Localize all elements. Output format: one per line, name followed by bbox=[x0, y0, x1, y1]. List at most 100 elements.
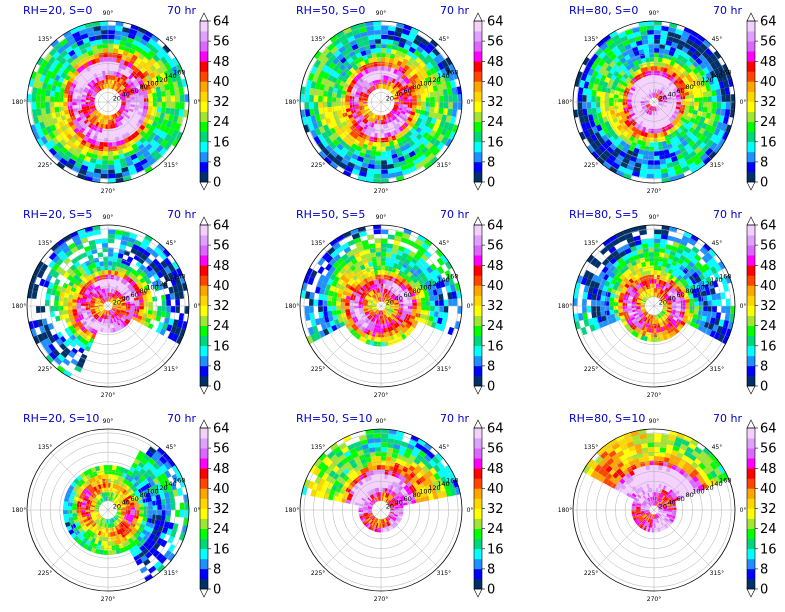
field-cell bbox=[88, 133, 95, 140]
field-cell bbox=[163, 126, 171, 134]
field-cell bbox=[36, 57, 45, 66]
field-cell bbox=[128, 91, 134, 96]
field-cell bbox=[156, 67, 164, 75]
field-cell bbox=[132, 89, 139, 95]
colorbar-segment bbox=[474, 345, 482, 357]
field-cell bbox=[108, 75, 111, 80]
field-cell bbox=[438, 293, 444, 301]
field-cell bbox=[113, 85, 117, 91]
field-cell bbox=[174, 122, 182, 132]
field-cell bbox=[582, 94, 587, 102]
colorbar-segment bbox=[200, 151, 208, 163]
radial-tick-label: 20 bbox=[659, 94, 667, 102]
field-cell bbox=[68, 147, 76, 155]
field-cell bbox=[658, 150, 665, 156]
field-cell bbox=[103, 256, 108, 262]
field-cell bbox=[340, 102, 346, 106]
field-cell bbox=[121, 166, 129, 173]
field-cell bbox=[90, 124, 96, 130]
field-cell bbox=[115, 112, 120, 117]
field-cell bbox=[37, 129, 45, 139]
field-cell bbox=[430, 96, 435, 102]
field-cell bbox=[164, 62, 172, 71]
field-cell bbox=[139, 102, 144, 106]
field-cell bbox=[100, 169, 108, 174]
colorbar-segment bbox=[200, 235, 208, 246]
field-cell bbox=[349, 302, 355, 306]
field-cell bbox=[101, 238, 108, 244]
field-cell bbox=[116, 117, 121, 122]
field-cell bbox=[304, 306, 310, 314]
angle-tick-label: 180° bbox=[12, 303, 26, 310]
field-cell bbox=[112, 141, 117, 147]
field-cell bbox=[153, 81, 160, 88]
field-cell bbox=[84, 141, 91, 148]
field-cell bbox=[145, 154, 154, 162]
field-cell bbox=[412, 98, 417, 102]
field-cell bbox=[90, 95, 96, 99]
field-cell bbox=[56, 116, 63, 123]
field-cell bbox=[104, 61, 108, 67]
field-cell bbox=[152, 296, 158, 302]
colorbar-tick-label: 16 bbox=[213, 135, 230, 150]
field-cell bbox=[105, 75, 108, 80]
field-cell bbox=[174, 88, 180, 96]
field-cell bbox=[37, 115, 44, 123]
field-cell bbox=[54, 306, 59, 312]
field-cell bbox=[78, 143, 85, 150]
field-cell bbox=[60, 72, 67, 79]
field-cell bbox=[54, 91, 60, 98]
field-cell bbox=[331, 310, 337, 316]
field-cell bbox=[85, 105, 91, 109]
field-cell bbox=[88, 64, 95, 71]
field-cell bbox=[88, 70, 94, 76]
colorbar-segment bbox=[200, 131, 208, 143]
field-cell bbox=[126, 52, 134, 59]
field-cell bbox=[138, 143, 146, 151]
field-cell bbox=[386, 243, 394, 249]
field-cell bbox=[622, 102, 628, 106]
field-cell bbox=[118, 109, 123, 114]
field-cell bbox=[112, 52, 118, 58]
field-cell bbox=[149, 64, 157, 72]
field-cell bbox=[63, 67, 70, 75]
field-cell bbox=[647, 34, 654, 40]
colorbar-segment bbox=[474, 235, 482, 246]
field-cell bbox=[34, 122, 42, 132]
colorbar-segment bbox=[474, 335, 482, 347]
field-cell bbox=[171, 138, 180, 147]
radial-tick-label: 160 bbox=[173, 273, 185, 281]
field-cell bbox=[95, 111, 100, 116]
field-cell bbox=[120, 119, 126, 125]
field-cell bbox=[94, 168, 102, 174]
colorbar-tick-label: 24 bbox=[487, 319, 504, 334]
field-cell bbox=[345, 302, 350, 306]
field-cell bbox=[129, 94, 135, 98]
field-cell bbox=[108, 229, 116, 235]
field-cell bbox=[650, 128, 654, 134]
field-cell bbox=[93, 90, 98, 95]
field-cell bbox=[121, 64, 128, 71]
field-cell bbox=[349, 98, 355, 102]
field-cell bbox=[76, 116, 82, 122]
field-cell bbox=[83, 89, 89, 94]
field-cell bbox=[654, 70, 658, 76]
field-cell bbox=[375, 48, 381, 53]
field-cell bbox=[36, 102, 41, 110]
field-cell bbox=[115, 25, 123, 32]
colorbar-segment bbox=[200, 245, 208, 256]
field-cell bbox=[68, 109, 74, 114]
field-cell bbox=[94, 34, 102, 41]
colorbar-extend-min bbox=[746, 181, 756, 191]
field-cell bbox=[54, 106, 60, 113]
field-cell bbox=[118, 135, 124, 141]
field-cell bbox=[381, 39, 388, 44]
field-cell bbox=[118, 115, 123, 121]
field-cell bbox=[169, 108, 176, 116]
field-cell bbox=[627, 102, 632, 105]
field-cell bbox=[176, 116, 183, 125]
field-cell bbox=[694, 102, 699, 107]
field-cell bbox=[101, 79, 105, 85]
field-cell bbox=[331, 106, 337, 112]
field-cell bbox=[93, 109, 98, 114]
